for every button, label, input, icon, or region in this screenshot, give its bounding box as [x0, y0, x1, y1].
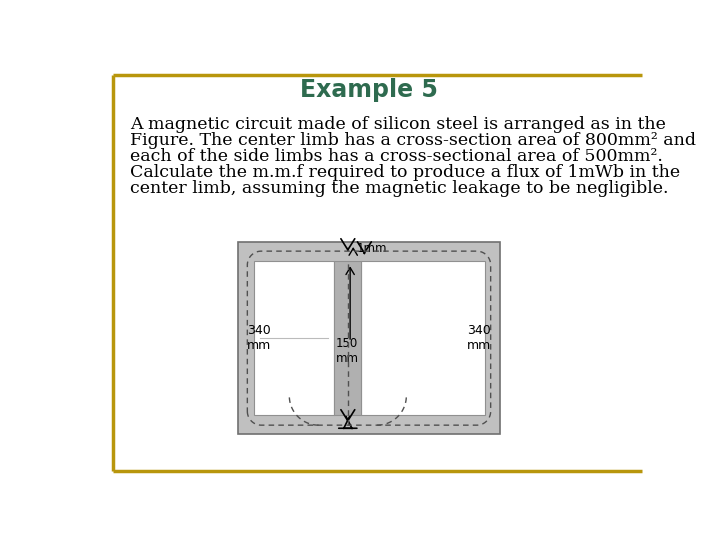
Text: 150
mm: 150 mm: [336, 336, 359, 365]
Bar: [238, 242, 500, 434]
Text: 340
mm: 340 mm: [467, 324, 490, 352]
Text: Figure. The center limb has a cross-section area of 800mm² and: Figure. The center limb has a cross-sect…: [130, 132, 696, 148]
Text: center limb, assuming the magnetic leakage to be negligible.: center limb, assuming the magnetic leaka…: [130, 180, 669, 197]
Text: Example 5: Example 5: [300, 78, 438, 102]
Text: 1mm: 1mm: [356, 242, 387, 255]
Text: each of the side limbs has a cross-sectional area of 500mm².: each of the side limbs has a cross-secti…: [130, 148, 663, 165]
Text: A magnetic circuit made of silicon steel is arranged as in the: A magnetic circuit made of silicon steel…: [130, 116, 666, 133]
Bar: [361, 261, 485, 415]
Bar: [334, 261, 361, 415]
Text: Calculate the m.m.f required to produce a flux of 1mWb in the: Calculate the m.m.f required to produce …: [130, 164, 680, 181]
Text: 340
mm: 340 mm: [248, 324, 271, 352]
Bar: [253, 261, 334, 415]
